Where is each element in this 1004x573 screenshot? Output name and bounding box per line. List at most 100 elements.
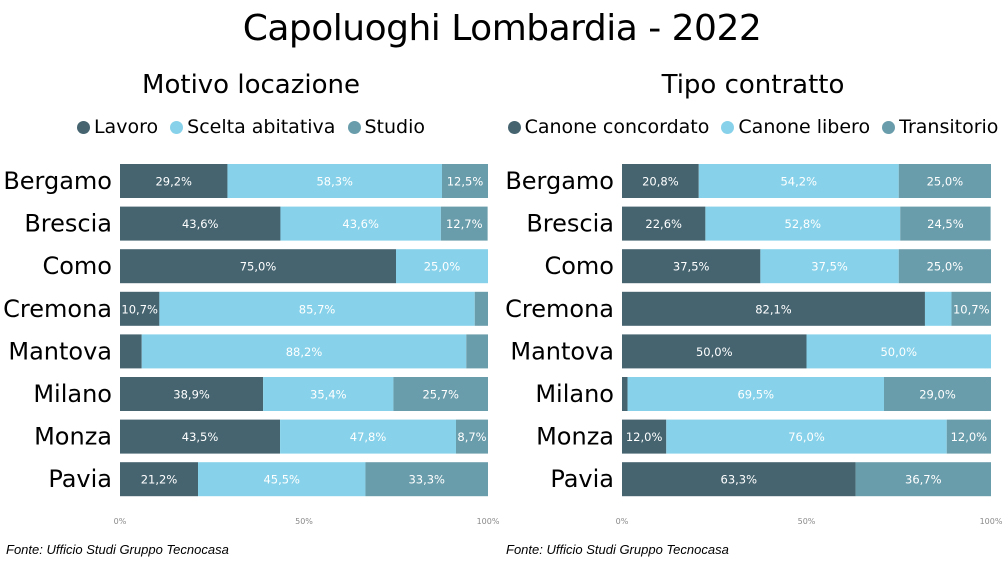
bar-segment <box>622 462 856 497</box>
category-label: Milano <box>33 380 112 408</box>
x-tick-label: 100% <box>980 517 1003 526</box>
legend-swatch <box>882 120 896 134</box>
category-label: Bergamo <box>505 167 614 195</box>
data-label: 21,2% <box>141 473 178 487</box>
data-label: 25,0% <box>927 175 964 189</box>
bar-segment <box>120 249 396 284</box>
data-label: 10,7% <box>953 302 990 316</box>
data-label: 25,7% <box>422 388 459 402</box>
chart-title: Motivo locazione <box>142 70 360 100</box>
data-label: 50,0% <box>696 345 733 359</box>
bar-segment <box>622 249 761 284</box>
data-label: 12,5% <box>447 175 484 189</box>
bar-segment <box>120 419 281 454</box>
legend-item: Canone concordato <box>507 116 709 138</box>
data-label: 43,6% <box>342 217 379 231</box>
data-label: 20,8% <box>642 175 679 189</box>
bar-segment <box>806 334 991 369</box>
bar-segment <box>622 419 667 454</box>
bar-segment <box>698 164 899 198</box>
x-tick-label: 50% <box>295 517 313 526</box>
bar-segment <box>393 377 488 411</box>
legend-item: Studio <box>347 116 425 138</box>
legend-label: Canone libero <box>738 116 871 138</box>
bar-segment <box>365 462 488 497</box>
legend-swatch <box>721 120 735 134</box>
data-label: 88,2% <box>286 345 323 359</box>
bar-segment <box>622 164 699 198</box>
legend-label: Scelta abitativa <box>187 116 336 138</box>
category-label: Bergamo <box>3 167 112 195</box>
bar-segment <box>227 164 442 198</box>
legend-label: Transitorio <box>899 116 999 138</box>
category-label: Monza <box>34 423 112 451</box>
chart-legend: Canone concordato Canone libero Transito… <box>502 116 1004 139</box>
legend-swatch <box>507 120 521 134</box>
data-label: 54,2% <box>780 175 817 189</box>
bar-segment <box>622 377 628 411</box>
legend-swatch <box>170 120 184 134</box>
bar-segment <box>120 206 281 241</box>
data-label: 63,3% <box>721 473 758 487</box>
data-label: 47,8% <box>350 430 387 444</box>
bar-segment <box>898 164 991 198</box>
data-label: 85,7% <box>299 302 336 316</box>
bar-segment <box>898 249 991 284</box>
bar-segment <box>622 334 807 369</box>
data-label: 10,7% <box>121 302 158 316</box>
x-tick-label: 50% <box>798 517 816 526</box>
data-label: 82,1% <box>755 302 792 316</box>
source-note: Fonte: Ufficio Studi Gruppo Tecnocasa <box>506 542 729 557</box>
data-label: 22,6% <box>645 217 682 231</box>
bar-segment <box>946 419 991 454</box>
data-label: 43,6% <box>182 217 219 231</box>
data-label: 24,5% <box>927 217 964 231</box>
data-label: 36,7% <box>905 473 942 487</box>
data-label: 12,7% <box>446 217 483 231</box>
data-label: 50,0% <box>880 345 917 359</box>
data-label: 33,3% <box>408 473 445 487</box>
chart-title: Tipo contratto <box>661 70 845 100</box>
legend-item: Canone libero <box>721 116 870 138</box>
data-label: 69,5% <box>737 388 774 402</box>
bar-segment <box>120 164 228 198</box>
bar-segment <box>760 249 899 284</box>
x-tick-label: 0% <box>616 517 629 526</box>
x-tick-label: 100% <box>477 517 500 526</box>
data-label: 35,4% <box>310 388 347 402</box>
data-label: 75,0% <box>240 260 277 274</box>
data-label: 37,5% <box>673 260 710 274</box>
category-label: Mantova <box>8 337 112 365</box>
bar-segment <box>141 334 467 369</box>
category-label: Pavia <box>550 465 614 493</box>
legend-item: Lavoro <box>76 116 159 138</box>
data-label: 29,0% <box>919 388 956 402</box>
x-tick-label: 0% <box>114 517 127 526</box>
bar-segment <box>280 419 456 454</box>
bar-segment <box>883 377 991 411</box>
bar-segment <box>198 462 366 497</box>
bar-segment <box>951 291 991 326</box>
category-label: Como <box>544 252 614 280</box>
bar-segment <box>474 291 488 326</box>
category-label: Pavia <box>48 465 112 493</box>
bar-segment <box>924 291 952 326</box>
data-label: 8,7% <box>457 430 486 444</box>
data-label: 76,0% <box>788 430 825 444</box>
data-label: 52,8% <box>785 217 822 231</box>
bar-segment <box>627 377 884 411</box>
data-label: 37,5% <box>811 260 848 274</box>
legend-label: Lavoro <box>93 116 159 138</box>
bar-segment <box>396 249 488 284</box>
category-label: Brescia <box>526 210 614 238</box>
bar-segment <box>120 334 142 369</box>
bar-segment <box>455 419 488 454</box>
bar-segment <box>622 206 706 241</box>
category-label: Mantova <box>510 337 614 365</box>
legend-item: Scelta abitativa <box>170 116 335 138</box>
category-label: Como <box>42 252 112 280</box>
category-label: Milano <box>535 380 614 408</box>
data-label: 12,0% <box>951 430 988 444</box>
category-label: Monza <box>536 423 614 451</box>
source-note: Fonte: Ufficio Studi Gruppo Tecnocasa <box>6 542 229 557</box>
